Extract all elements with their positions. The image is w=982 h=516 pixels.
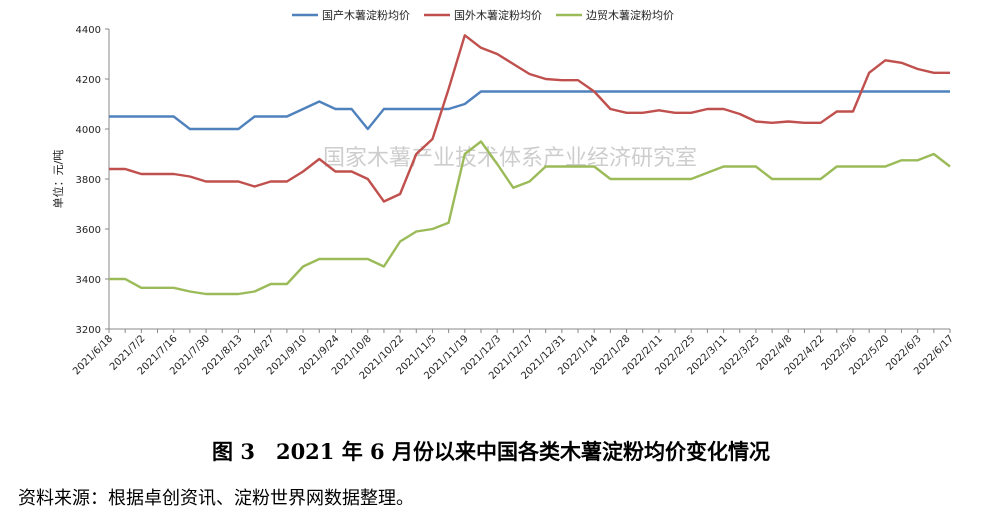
data-source-note: 资料来源：根据卓创资讯、淀粉世界网数据整理。 [18, 488, 414, 509]
price-line-chart: 国产木薯淀粉均价 国外木薯淀粉均价 边贸木薯淀粉均价 单位：元/吨 国家木薯产业技术… [51, 8, 956, 382]
y-tick-label: 3400 [76, 275, 101, 286]
y-axis: 3200 3400 3600 3800 4000 4200 4400 [76, 25, 110, 336]
x-axis: 2021/6/182021/7/22021/7/162021/7/302021/… [71, 328, 956, 382]
y-tick-label: 4000 [76, 125, 101, 136]
watermark: 国家木薯产业技术体系产业经济研究室 [323, 146, 697, 171]
y-axis-label: 单位：元/吨 [51, 150, 65, 209]
legend-label-2: 边贸木薯淀粉均价 [586, 8, 674, 22]
series-line-2 [109, 140, 951, 296]
y-tick-label: 4200 [76, 75, 101, 86]
series-line-0 [109, 90, 950, 131]
legend-label-0: 国产木薯淀粉均价 [322, 8, 410, 22]
series-line-1 [109, 34, 950, 203]
y-tick-label: 3800 [76, 175, 101, 186]
y-tick-label: 3600 [76, 225, 101, 236]
figure-caption: 图 3 2021 年 6 月份以来中国各类木薯淀粉均价变化情况 [212, 439, 770, 464]
series-lines [109, 34, 951, 296]
legend: 国产木薯淀粉均价 国外木薯淀粉均价 边贸木薯淀粉均价 [292, 8, 674, 22]
legend-label-1: 国外木薯淀粉均价 [454, 8, 542, 22]
y-tick-label: 4400 [76, 25, 101, 36]
y-tick-label: 3200 [76, 325, 101, 336]
x-tick-label: 2021/6/18 [71, 333, 115, 377]
